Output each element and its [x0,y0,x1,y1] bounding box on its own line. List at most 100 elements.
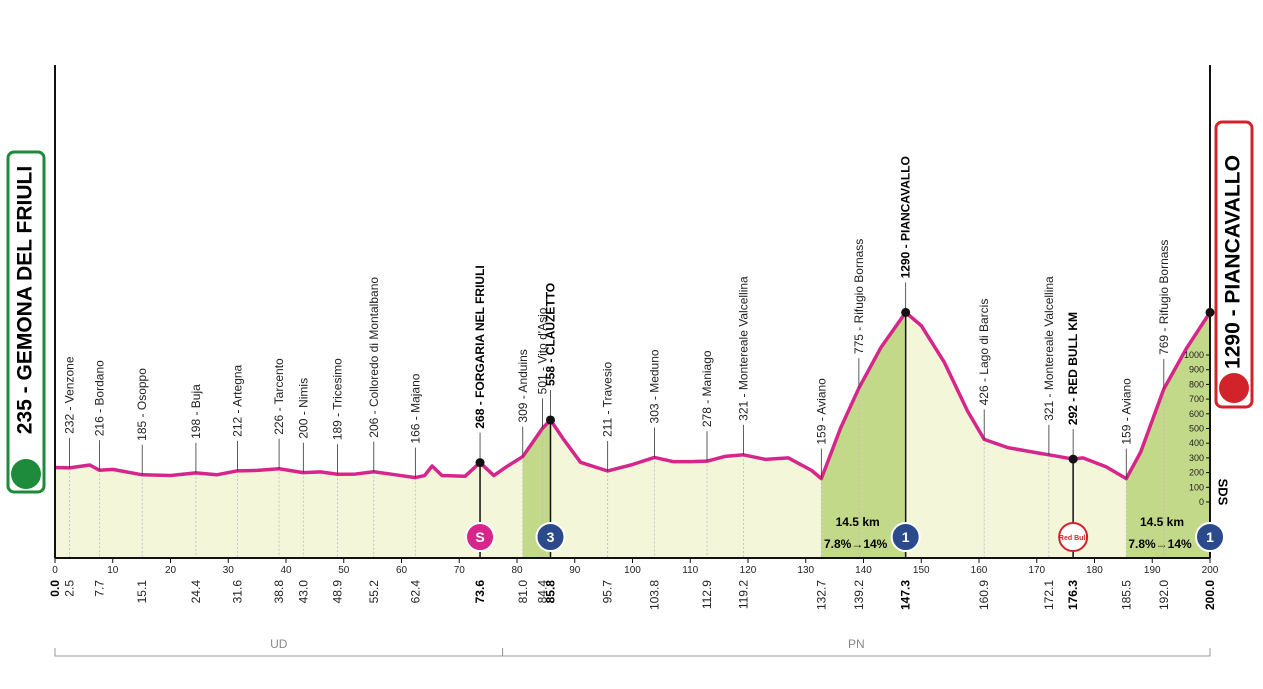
x-tick-label: 60 [396,565,408,576]
waypoint-label: 769 - Rifugio Bornass [1157,240,1171,355]
km-label: 43.0 [296,580,310,604]
badge: 3 [535,522,566,552]
y-tick-label: 0 [1199,497,1204,507]
y-tick-label: 200 [1189,468,1204,478]
km-label: 55.2 [367,580,381,604]
waypoint-label: 166 - Majano [408,373,422,443]
waypoint-dot [1205,307,1215,317]
waypoint-label: 1290 - PIANCAVALLO [899,156,913,278]
x-tick-label: 160 [971,565,988,576]
badge-circle [1195,522,1225,552]
waypoint-dot [901,307,911,317]
y-tick-label: 900 [1189,365,1204,375]
waypoint-label: 211 - Travesio [601,362,615,437]
badge-text: S [475,529,484,545]
km-label: 139.2 [852,580,866,610]
x-tick-label: 110 [682,565,698,576]
waypoint-label: 200 - Nimis [296,378,310,439]
waypoint-label: 159 - Aviano [1119,378,1133,445]
km-label: 200.0 [1203,580,1217,610]
climb-length: 14.5 km [836,515,880,529]
waypoint-label: 226 - Tarcento [272,358,286,435]
km-label: 192.0 [1157,580,1171,610]
climb-fill [1126,312,1210,558]
waypoint-label: 292 - RED BULL KM [1066,312,1080,425]
climb-fill [522,419,551,558]
climb-length: 14.5 km [1140,515,1184,529]
km-label: 81.0 [516,580,530,604]
x-tick-label: 10 [107,565,119,576]
x-tick-label: 130 [797,565,814,576]
waypoint-label: 321 - Montereale Valcellina [736,276,750,421]
waypoint-label: 309 - Anduins [516,349,530,422]
waypoint-dot [1068,454,1078,464]
km-label: 172.1 [1042,580,1056,610]
waypoint-label: 206 - Colloredo di Montalbano [367,277,381,438]
waypoint-dot [545,415,555,425]
badge: S [465,522,496,552]
waypoint-label: 775 - Rifugio Bornass [852,239,866,354]
x-tick-label: 100 [624,565,641,576]
waypoint-label: 278 - Maniago [700,350,714,427]
km-label: 2.5 [62,580,76,597]
waypoint-label: 501 - Vito d'Asio [535,307,549,394]
start-icon [11,459,41,489]
x-tick-label: 20 [165,565,177,576]
waypoint-dot [475,458,485,468]
profile-fill [55,312,1210,558]
y-tick-label: 400 [1189,438,1204,448]
x-tick-label: 170 [1028,565,1045,576]
badge-circle [465,522,496,552]
waypoint-label: 268 - FORGARIA NEL FRIULI [473,265,487,428]
km-label: 48.9 [330,580,344,604]
x-tick-label: 50 [338,565,350,576]
km-label: 185.5 [1119,580,1133,610]
km-label: 112.9 [700,580,714,609]
climb-fill [821,312,906,558]
x-tick-label: 0 [52,565,58,576]
x-tick-label: 180 [1086,565,1103,576]
x-tick-label: 40 [280,565,292,576]
km-label: 119.2 [736,580,750,609]
y-tick-label: 300 [1189,453,1204,463]
badge-text: 1 [902,529,910,545]
side-label: SDS [1216,479,1231,506]
x-tick-label: 120 [740,565,757,576]
km-label: 24.4 [189,580,203,604]
profile-line [54,310,1212,481]
waypoint-label: 198 - Buja [189,384,203,439]
badge-circle [1058,522,1089,552]
region-label: PN [848,637,865,651]
x-tick-label: 190 [1144,565,1161,576]
km-label: 176.3 [1066,580,1080,610]
waypoint-label: 426 - Lago di Barcis [977,299,991,406]
start-label: 235 - GEMONA DEL FRIULI [14,166,37,434]
finish-icon [1219,373,1249,403]
x-tick-label: 90 [569,565,581,576]
y-tick-label: 700 [1189,394,1204,404]
y-tick-label: 600 [1189,409,1204,419]
badge-circle [535,522,566,552]
finish-label: 1290 - PIANCAVALLO [1222,155,1245,369]
x-tick-label: 150 [913,565,930,576]
waypoint-label: 189 - Tricesimo [330,358,344,440]
km-label: 7.7 [92,580,106,597]
x-tick-label: 200 [1202,565,1219,576]
km-label: 31.6 [230,580,244,604]
x-tick-label: 80 [511,565,523,576]
waypoint-label: 185 - Osoppo [135,368,149,441]
start-box [6,150,46,494]
km-label: 84.4 [535,580,549,604]
km-label: 62.4 [408,580,422,604]
badge-text: 3 [547,529,555,545]
badge: 1 [1195,522,1225,552]
waypoint-label: 216 - Bordano [92,360,106,436]
km-label: 73.6 [473,580,487,604]
km-label: 15.1 [135,580,149,604]
badge: Red Bull [1058,522,1089,552]
waypoint-label: 558 - CLAUZETTO [543,283,557,386]
km-label: 38.8 [272,580,286,604]
badge-text: 1 [1206,529,1214,545]
y-tick-label: 800 [1189,379,1204,389]
